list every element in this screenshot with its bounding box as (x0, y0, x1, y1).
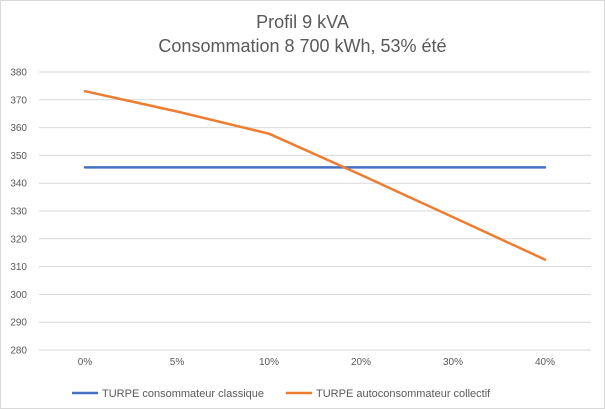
x-tick-label: 0% (78, 357, 93, 368)
x-tick-label: 10% (259, 357, 279, 368)
x-tick-label: 30% (443, 357, 463, 368)
x-tick-label: 5% (170, 357, 185, 368)
y-tick-label: 370 (10, 95, 27, 106)
y-tick-label: 310 (10, 262, 27, 273)
chart-subtitle: Consommation 8 700 kWh, 53% été (158, 36, 447, 56)
y-tick-label: 290 (10, 318, 27, 329)
y-tick-label: 300 (10, 290, 27, 301)
series-line-2 (83, 89, 547, 261)
y-tick-label: 280 (10, 346, 27, 357)
legend-label: TURPE autoconsommateur collectif (316, 388, 491, 400)
y-tick-label: 360 (10, 123, 27, 134)
y-tick-label: 380 (10, 68, 27, 79)
y-tick-label: 350 (10, 151, 27, 162)
y-tick-label: 320 (10, 234, 27, 245)
y-tick-label: 340 (10, 179, 27, 190)
x-tick-label: 20% (351, 357, 371, 368)
chart-title: Profil 9 kVA (256, 12, 349, 32)
y-tick-label: 330 (10, 207, 27, 218)
legend-label: TURPE consommateur classique (102, 388, 264, 400)
x-tick-label: 40% (535, 357, 555, 368)
